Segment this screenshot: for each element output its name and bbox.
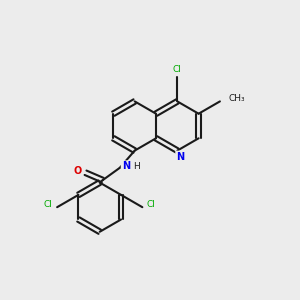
Text: CH₃: CH₃ <box>229 94 245 103</box>
Text: Cl: Cl <box>173 65 182 74</box>
Text: N: N <box>176 152 184 162</box>
Text: Cl: Cl <box>147 200 156 209</box>
Text: H: H <box>133 162 140 171</box>
Text: N: N <box>122 161 130 171</box>
Text: Cl: Cl <box>44 200 52 209</box>
Text: O: O <box>74 166 82 176</box>
